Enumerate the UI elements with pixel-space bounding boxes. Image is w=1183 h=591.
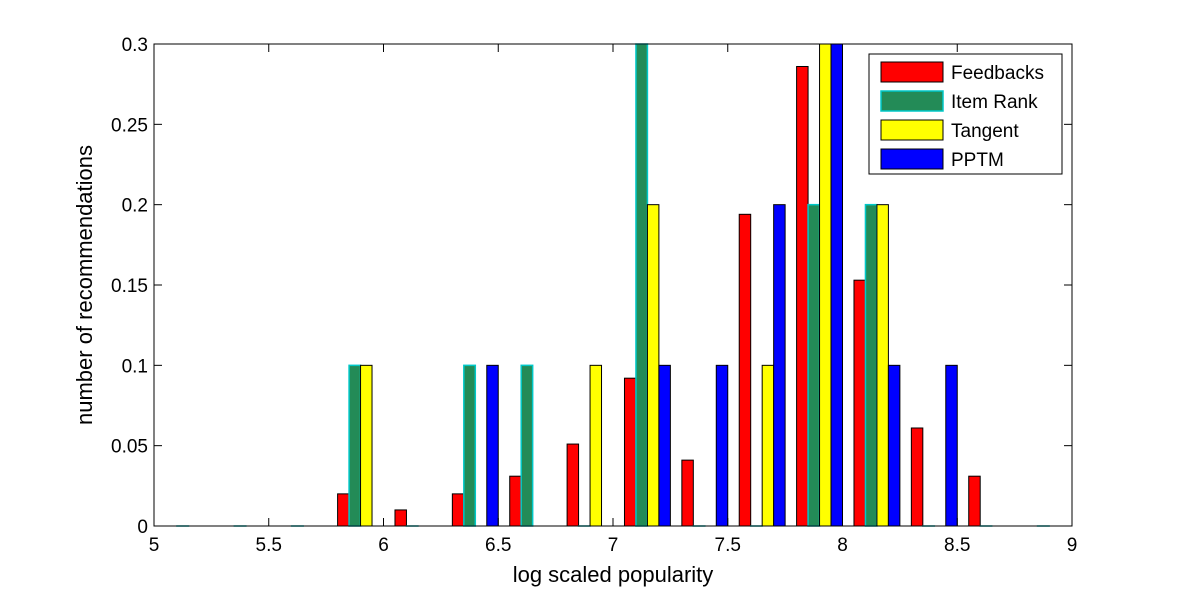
ticks-group: 5 5.5 6 6.5 7 7.5 8 8.5 9 0 0.05 0.1 0.15 0.2 0.25 0.3	[111, 35, 1077, 556]
legend-label: Item Rank	[951, 92, 1038, 113]
bar-feedbacks-7	[566, 443, 580, 527]
bar-feedbacks-13	[910, 427, 924, 527]
bar-tangent-10	[761, 364, 775, 527]
x-tick-label: 8.5	[944, 535, 970, 556]
bar-tangent-7	[589, 364, 603, 527]
bar-tangent-8	[646, 204, 660, 527]
y-tick-label: 0	[137, 517, 148, 538]
bar-pptm-9	[715, 364, 729, 527]
x-tick-label: 7.5	[715, 535, 741, 556]
x-tick-label: 8	[837, 535, 848, 556]
legend-swatch	[880, 90, 944, 112]
bar-tangent-12	[876, 204, 889, 527]
bar-pptm-5	[486, 364, 499, 527]
y-tick-label: 0.2	[122, 196, 148, 217]
bar-item-rank-6	[520, 364, 534, 527]
legend-label: PPTM	[951, 150, 1004, 171]
bar-feedbacks-6	[509, 475, 522, 527]
bar-item-rank-8	[635, 43, 649, 527]
y-axis-label: number of recommendations	[72, 145, 97, 425]
bar-pptm-11	[830, 43, 844, 527]
y-tick-label: 0.1	[122, 356, 148, 377]
legend-label: Tangent	[951, 121, 1019, 142]
x-tick-label: 5	[149, 535, 160, 556]
bar-pptm-10	[773, 204, 786, 527]
bar-feedbacks-10	[738, 213, 752, 527]
legend-swatch	[880, 119, 944, 141]
bar-item-rank-12	[864, 203, 878, 527]
y-tick-label: 0.25	[111, 115, 148, 136]
legend-swatch	[880, 61, 944, 83]
x-tick-label: 6.5	[485, 535, 511, 556]
bar-tangent-3	[360, 364, 373, 527]
x-axis-label: log scaled popularity	[513, 562, 714, 587]
bar-feedbacks-4	[394, 509, 407, 527]
bar-feedbacks-11	[796, 65, 809, 527]
y-tick-label: 0.15	[111, 276, 148, 297]
bar-pptm-13	[945, 364, 958, 527]
bar-feedbacks-14	[968, 475, 981, 527]
bar-feedbacks-3	[337, 493, 350, 527]
legend-swatch	[880, 148, 944, 170]
bar-feedbacks-9	[681, 459, 694, 527]
bar-pptm-12	[887, 364, 901, 527]
bar-feedbacks-8	[623, 377, 637, 527]
bar-feedbacks-5	[451, 493, 465, 527]
bar-item-rank-11	[807, 203, 821, 527]
legend-label: Feedbacks	[951, 63, 1044, 84]
bar-pptm-8	[658, 364, 671, 527]
x-tick-label: 5.5	[256, 535, 282, 556]
bar-feedbacks-12	[853, 279, 866, 527]
x-tick-label: 6	[378, 535, 389, 556]
bar-item-rank-5	[463, 364, 477, 527]
bar-tangent-11	[819, 43, 832, 527]
y-tick-label: 0.3	[122, 35, 148, 56]
x-tick-label: 9	[1067, 535, 1078, 556]
x-tick-label: 7	[608, 535, 619, 556]
y-tick-label: 0.05	[111, 437, 148, 458]
bar-item-rank-3	[348, 364, 362, 527]
legend: Feedbacks Item Rank Tangent PPTM	[868, 53, 1063, 175]
